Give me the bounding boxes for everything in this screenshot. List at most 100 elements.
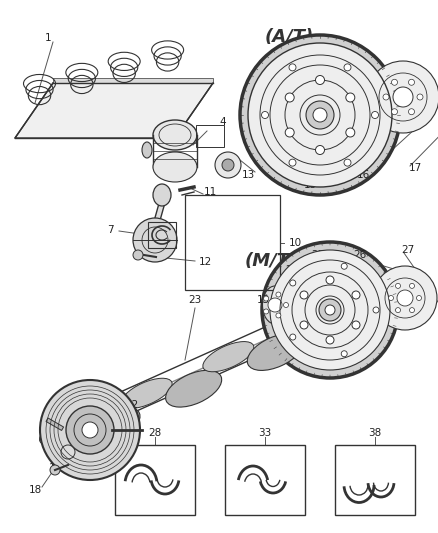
Circle shape <box>392 109 398 115</box>
Circle shape <box>261 111 268 118</box>
Circle shape <box>341 351 347 357</box>
Circle shape <box>133 250 143 260</box>
Circle shape <box>417 94 423 100</box>
Text: 15: 15 <box>304 180 317 190</box>
Text: 1: 1 <box>45 33 51 43</box>
Circle shape <box>397 290 413 306</box>
Circle shape <box>396 284 400 288</box>
Circle shape <box>325 305 335 315</box>
Circle shape <box>410 308 414 313</box>
Ellipse shape <box>39 415 91 445</box>
Bar <box>46 418 64 431</box>
Circle shape <box>264 296 268 301</box>
Circle shape <box>61 445 75 459</box>
Ellipse shape <box>285 305 336 335</box>
Ellipse shape <box>84 407 140 444</box>
Circle shape <box>393 87 413 107</box>
Circle shape <box>315 76 325 85</box>
Circle shape <box>319 299 341 321</box>
Circle shape <box>352 291 360 299</box>
Circle shape <box>285 93 294 102</box>
Circle shape <box>389 295 393 301</box>
Circle shape <box>240 35 400 195</box>
Circle shape <box>306 101 334 129</box>
Circle shape <box>341 263 347 269</box>
Text: 19: 19 <box>48 463 62 473</box>
Circle shape <box>352 321 360 329</box>
Bar <box>115 445 195 515</box>
Text: 22: 22 <box>125 400 138 410</box>
Bar <box>185 195 280 290</box>
Circle shape <box>40 380 140 480</box>
Bar <box>225 445 305 515</box>
Circle shape <box>276 313 281 318</box>
Circle shape <box>315 146 325 155</box>
Circle shape <box>82 422 98 438</box>
Text: (A/T): (A/T) <box>265 28 314 46</box>
Circle shape <box>262 242 398 378</box>
Circle shape <box>300 291 308 299</box>
Text: 16: 16 <box>357 170 370 180</box>
Circle shape <box>283 303 289 308</box>
Text: 11: 11 <box>203 187 217 197</box>
Ellipse shape <box>153 152 197 182</box>
Ellipse shape <box>142 142 152 158</box>
Circle shape <box>313 108 327 122</box>
Circle shape <box>371 111 378 118</box>
Circle shape <box>289 64 296 71</box>
Text: 18: 18 <box>28 485 42 495</box>
Text: (M/T): (M/T) <box>245 252 298 270</box>
Circle shape <box>392 79 398 85</box>
Text: 13: 13 <box>256 295 270 305</box>
Circle shape <box>222 159 234 171</box>
Circle shape <box>248 43 392 187</box>
Bar <box>148 222 176 248</box>
Polygon shape <box>15 83 213 138</box>
Circle shape <box>346 93 355 102</box>
Circle shape <box>285 128 294 137</box>
Circle shape <box>367 61 438 133</box>
Circle shape <box>326 336 334 344</box>
Ellipse shape <box>153 120 197 150</box>
Ellipse shape <box>262 286 287 324</box>
Circle shape <box>66 406 114 454</box>
Ellipse shape <box>121 378 172 408</box>
Text: 33: 33 <box>258 428 272 438</box>
Circle shape <box>215 152 241 178</box>
Bar <box>196 125 224 147</box>
Circle shape <box>270 250 390 370</box>
Circle shape <box>417 295 421 301</box>
Text: 28: 28 <box>148 428 162 438</box>
Circle shape <box>290 280 296 286</box>
Circle shape <box>326 276 334 284</box>
Circle shape <box>289 159 296 166</box>
Circle shape <box>409 79 414 85</box>
Circle shape <box>344 159 351 166</box>
Text: 21: 21 <box>81 408 95 418</box>
Circle shape <box>300 321 308 329</box>
Ellipse shape <box>247 334 304 370</box>
Ellipse shape <box>203 342 254 372</box>
Circle shape <box>410 284 414 288</box>
Ellipse shape <box>153 184 171 206</box>
Text: 23: 23 <box>188 295 201 305</box>
Text: 12: 12 <box>198 257 212 267</box>
Text: 20: 20 <box>65 443 78 453</box>
Circle shape <box>396 308 400 313</box>
Circle shape <box>373 266 437 330</box>
Text: 13: 13 <box>241 170 254 180</box>
Circle shape <box>268 298 282 312</box>
Text: 17: 17 <box>408 163 422 173</box>
Circle shape <box>373 307 379 313</box>
Text: 25: 25 <box>311 250 325 260</box>
Text: 38: 38 <box>368 428 381 438</box>
Circle shape <box>133 218 177 262</box>
Text: 26: 26 <box>353 250 367 260</box>
Text: 27: 27 <box>401 245 415 255</box>
Circle shape <box>409 109 414 115</box>
Circle shape <box>290 334 296 340</box>
Circle shape <box>50 465 60 475</box>
Circle shape <box>264 309 268 314</box>
Circle shape <box>344 64 351 71</box>
Text: 24: 24 <box>286 265 299 275</box>
